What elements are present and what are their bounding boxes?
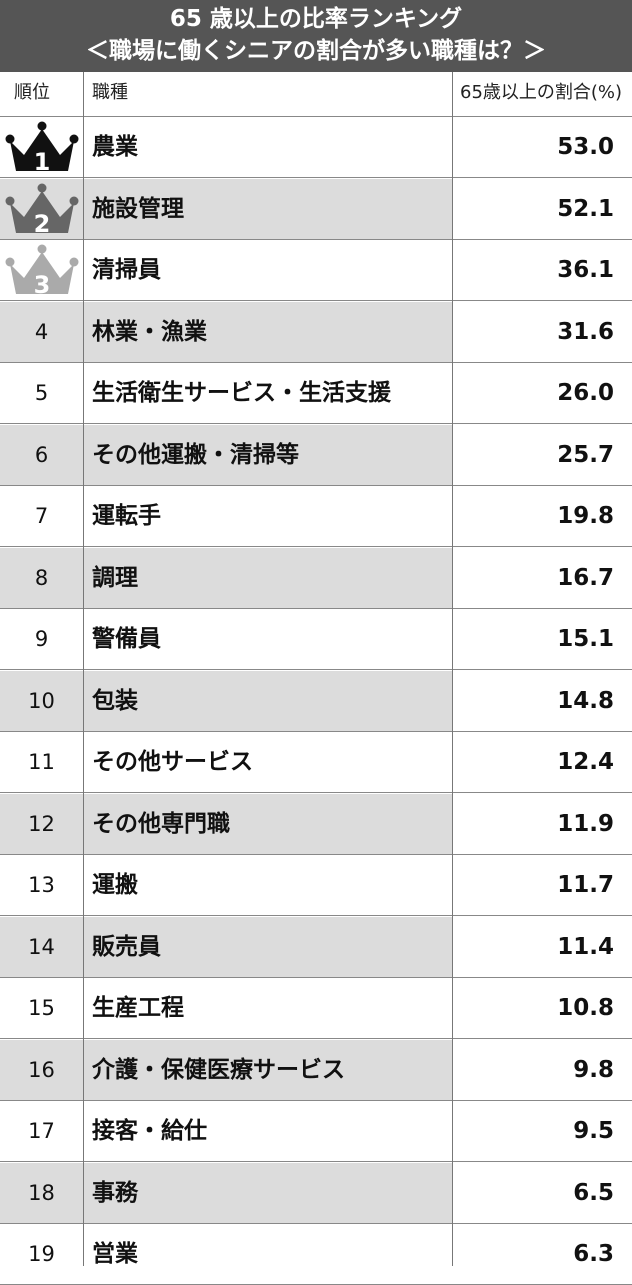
crown-1-icon: 1 (5, 121, 79, 176)
rank-cell: 6 (0, 425, 83, 485)
value-cell: 26.0 (453, 363, 632, 423)
rank-cell: 10 (0, 671, 83, 731)
table-header: 順位 職種 65歳以上の割合(%) (0, 72, 632, 117)
table-row: 17 接客・給仕 9.5 (0, 1101, 632, 1162)
job-cell: 林業・漁業 (84, 302, 452, 362)
value-cell: 19.8 (453, 486, 632, 546)
table-row: 13 運搬 11.7 (0, 855, 632, 916)
table-row: 18 事務 6.5 (0, 1163, 632, 1224)
value-cell: 9.5 (453, 1101, 632, 1161)
rank-cell: 1 (0, 117, 83, 177)
table-row: 14 販売員 11.4 (0, 917, 632, 978)
rank-cell: 12 (0, 794, 83, 854)
table-row: 6 その他運搬・清掃等 25.7 (0, 425, 632, 486)
table-row: 15 生産工程 10.8 (0, 978, 632, 1039)
rank-number: 2 (34, 210, 51, 238)
table-row: 2 施設管理 52.1 (0, 179, 632, 240)
job-cell: 販売員 (84, 917, 452, 977)
rank-number: 3 (34, 271, 51, 299)
crown-2-icon: 2 (5, 183, 79, 238)
value-cell: 9.8 (453, 1040, 632, 1100)
table-row: 7 運転手 19.8 (0, 486, 632, 547)
value-cell: 36.1 (453, 240, 632, 300)
value-cell: 15.1 (453, 609, 632, 669)
chart-title: 65 歳以上の比率ランキング ＜職場に働くシニアの割合が多い職種は？＞ (0, 0, 632, 72)
column-header-value: 65歳以上の割合(%) (460, 82, 623, 103)
column-header-rank: 順位 (14, 82, 50, 103)
table-row: 1 農業 53.0 (0, 117, 632, 178)
table-row: 8 調理 16.7 (0, 548, 632, 609)
job-cell: 運転手 (92, 503, 161, 529)
value-cell: 52.1 (453, 179, 632, 239)
rank-cell: 15 (28, 996, 55, 1020)
job-cell: 介護・保健医療サービス (84, 1040, 452, 1100)
title-line-2: ＜職場に働くシニアの割合が多い職種は？＞ (86, 38, 546, 64)
rank-cell: 17 (28, 1119, 55, 1143)
value-cell: 6.5 (453, 1163, 632, 1223)
value-cell: 53.0 (453, 117, 632, 177)
job-cell: 営業 (92, 1241, 138, 1267)
table-row: 19 営業 6.3 (0, 1224, 632, 1285)
rank-cell: 14 (0, 917, 83, 977)
table-row: 12 その他専門職 11.9 (0, 794, 632, 855)
table-row: 16 介護・保健医療サービス 9.8 (0, 1040, 632, 1101)
job-cell: 清掃員 (92, 257, 161, 283)
table-row: 5 生活衛生サービス・生活支援 26.0 (0, 363, 632, 424)
rank-number: 1 (34, 148, 51, 176)
rank-cell: 3 (0, 240, 83, 300)
value-cell: 16.7 (453, 548, 632, 608)
rank-cell: 19 (28, 1242, 55, 1266)
table-row: 3 清掃員 36.1 (0, 240, 632, 301)
rank-cell: 11 (28, 750, 55, 774)
crown-3-icon: 3 (5, 244, 79, 299)
job-cell: 施設管理 (84, 179, 452, 239)
rank-cell: 7 (34, 504, 49, 528)
rank-cell: 4 (0, 302, 83, 362)
value-cell: 31.6 (453, 302, 632, 362)
job-cell: 運搬 (92, 872, 138, 898)
job-cell: 警備員 (92, 626, 161, 652)
rank-cell: 2 (0, 179, 83, 239)
value-cell: 11.9 (453, 794, 632, 854)
job-cell: 接客・給仕 (92, 1118, 207, 1144)
table-row: 11 その他サービス 12.4 (0, 732, 632, 793)
value-cell: 14.8 (453, 671, 632, 731)
value-cell: 11.4 (453, 917, 632, 977)
title-line-1: 65 歳以上の比率ランキング (169, 6, 463, 32)
job-cell: その他サービス (92, 749, 253, 775)
rank-cell: 8 (0, 548, 83, 608)
rank-cell: 13 (28, 873, 55, 897)
job-cell: 包装 (84, 671, 452, 731)
job-cell: 事務 (84, 1163, 452, 1223)
table-row: 10 包装 14.8 (0, 671, 632, 732)
job-cell: その他専門職 (84, 794, 452, 854)
job-cell: 生活衛生サービス・生活支援 (92, 380, 391, 406)
value-cell: 11.7 (453, 855, 632, 915)
table-row: 9 警備員 15.1 (0, 609, 632, 670)
column-divider-1 (83, 72, 84, 1266)
job-cell: 調理 (84, 548, 452, 608)
rank-cell: 9 (34, 627, 49, 651)
column-divider-2 (452, 72, 453, 1266)
value-cell: 25.7 (453, 425, 632, 485)
job-cell: 生産工程 (92, 995, 184, 1021)
job-cell: その他運搬・清掃等 (84, 425, 452, 485)
rank-cell: 18 (0, 1163, 83, 1223)
value-cell: 10.8 (453, 978, 632, 1038)
rank-cell: 16 (0, 1040, 83, 1100)
value-cell: 12.4 (453, 732, 632, 792)
job-cell: 農業 (92, 134, 138, 160)
table-row: 4 林業・漁業 31.6 (0, 302, 632, 363)
column-header-job: 職種 (92, 82, 128, 103)
rank-cell: 5 (34, 381, 49, 405)
value-cell: 6.3 (453, 1224, 632, 1284)
